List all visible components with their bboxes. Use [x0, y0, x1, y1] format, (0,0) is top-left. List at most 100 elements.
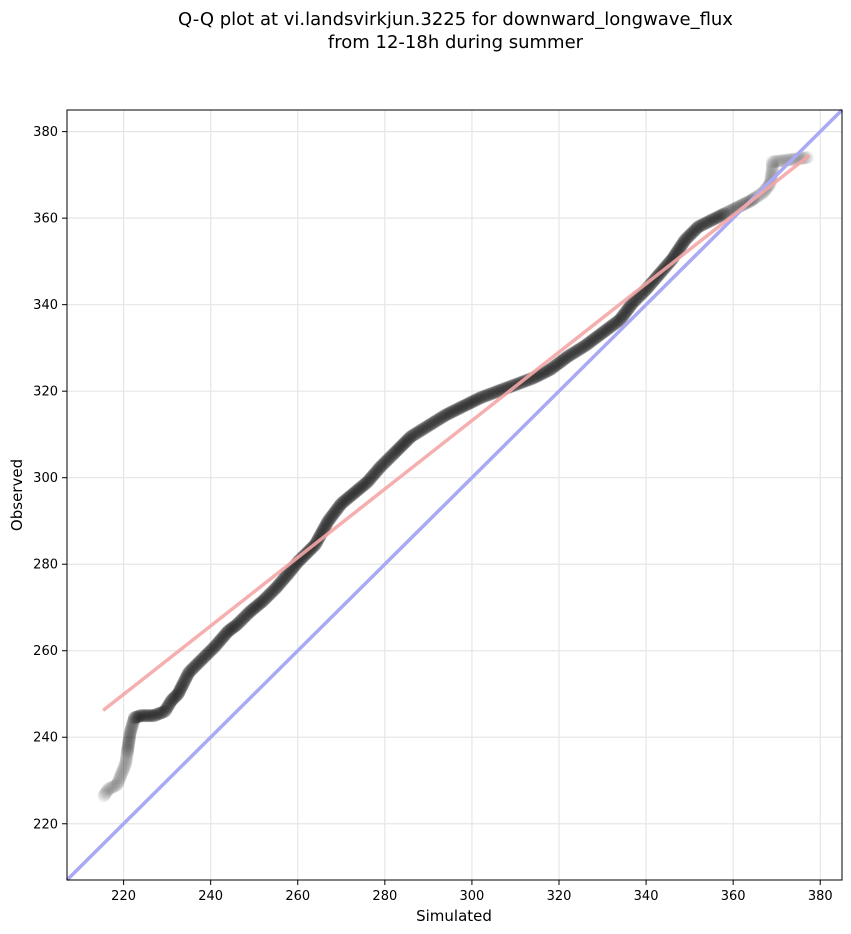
quantile-point — [413, 424, 427, 438]
quantile-point — [396, 438, 410, 452]
quantile-point — [769, 154, 783, 168]
quantile-point — [325, 509, 339, 523]
quantile-point — [233, 615, 247, 629]
quantile-point — [147, 709, 161, 723]
quantile-point — [143, 709, 157, 723]
quantile-point — [454, 400, 468, 414]
quantile-point — [573, 342, 587, 356]
quantile-point — [546, 360, 560, 374]
quantile-point — [129, 710, 143, 724]
quantile-point — [691, 220, 705, 234]
quantile-point — [262, 588, 276, 602]
quantile-point — [414, 423, 428, 437]
quantile-point — [202, 645, 216, 659]
quantile-point — [625, 297, 639, 311]
quantile-point — [710, 211, 724, 225]
quantile-point — [178, 673, 192, 687]
quantile-point — [266, 584, 280, 598]
quantile-point — [127, 713, 141, 727]
quantile-point — [695, 218, 709, 232]
quantile-point — [120, 751, 134, 765]
quantile-point — [241, 606, 255, 620]
axis-ticks: 220 240 260 280 300 320 340 360 380 220 240 260 280 3… — [33, 125, 832, 904]
quantile-point — [121, 739, 135, 753]
quantile-point — [489, 385, 503, 399]
x-tick-label: 240 — [198, 889, 223, 904]
quantile-point — [336, 495, 350, 509]
quantile-point — [467, 394, 481, 408]
quantile-point — [619, 305, 633, 319]
quantile-point — [252, 598, 266, 612]
quantile-point — [124, 724, 138, 738]
quantile-point — [363, 472, 377, 486]
quantile-point — [201, 647, 215, 661]
quantile-point — [686, 226, 700, 240]
quantile-point — [401, 432, 415, 446]
quantile-point — [227, 620, 241, 634]
quantile-point — [540, 364, 554, 378]
quantile-point — [395, 439, 409, 453]
quantile-point — [346, 487, 360, 501]
x-tick-label: 340 — [634, 889, 659, 904]
quantile-point — [231, 616, 245, 630]
quantile-point — [391, 443, 405, 457]
grid — [67, 110, 842, 880]
quantile-point — [123, 728, 137, 742]
quantile-point — [708, 211, 722, 225]
y-tick-label: 260 — [33, 644, 58, 659]
y-tick-label: 300 — [33, 471, 58, 486]
quantile-point — [441, 407, 455, 421]
quantile-point — [765, 155, 779, 169]
quantile-point — [385, 448, 399, 462]
quantile-point — [145, 709, 159, 723]
quantile-point — [699, 216, 713, 230]
quantile-point — [270, 579, 284, 593]
quantile-point — [175, 680, 189, 694]
quantile-point — [453, 401, 467, 415]
quantile-point — [397, 436, 411, 450]
quantile-point — [237, 611, 251, 625]
quantile-point — [476, 390, 490, 404]
quantile-point — [174, 682, 188, 696]
quantile-point — [366, 469, 380, 483]
quantile-point — [370, 464, 384, 478]
quantile-point — [687, 224, 701, 238]
quantile-point — [344, 488, 358, 502]
quantile-point — [693, 219, 707, 233]
quantile-point — [334, 497, 348, 511]
quantile-point — [234, 613, 248, 627]
quantile-point — [548, 359, 562, 373]
x-tick-label: 220 — [111, 889, 136, 904]
y-tick-label: 320 — [33, 385, 58, 400]
quantile-point — [122, 735, 136, 749]
quantile-point — [114, 769, 128, 783]
quantile-point — [153, 706, 167, 720]
quantile-point — [446, 405, 460, 419]
quantile-point — [562, 348, 576, 362]
quantile-point — [423, 418, 437, 432]
quantile-point — [458, 398, 472, 412]
quantile-point — [599, 323, 613, 337]
quantile-point — [194, 654, 208, 668]
quantile-point — [236, 612, 250, 626]
quantile-point — [180, 669, 194, 683]
y-tick-label: 240 — [33, 731, 58, 746]
quantile-point — [384, 450, 398, 464]
quantile-point — [151, 707, 165, 721]
quantile-point — [328, 505, 342, 519]
quantile-point — [485, 386, 499, 400]
quantile-point — [627, 294, 641, 308]
quantile-point — [690, 221, 704, 235]
quantile-point — [388, 446, 402, 460]
quantile-point — [674, 239, 688, 253]
quantile-point — [624, 299, 638, 313]
quantile-point — [163, 695, 177, 709]
x-axis-label: Simulated — [416, 907, 492, 925]
quantile-point — [164, 693, 178, 707]
quantile-point — [107, 780, 121, 794]
quantile-point — [212, 635, 226, 649]
quantile-point — [375, 458, 389, 472]
quantile-point — [297, 548, 311, 562]
quantile-point — [381, 453, 395, 467]
quantile-point — [550, 358, 564, 372]
